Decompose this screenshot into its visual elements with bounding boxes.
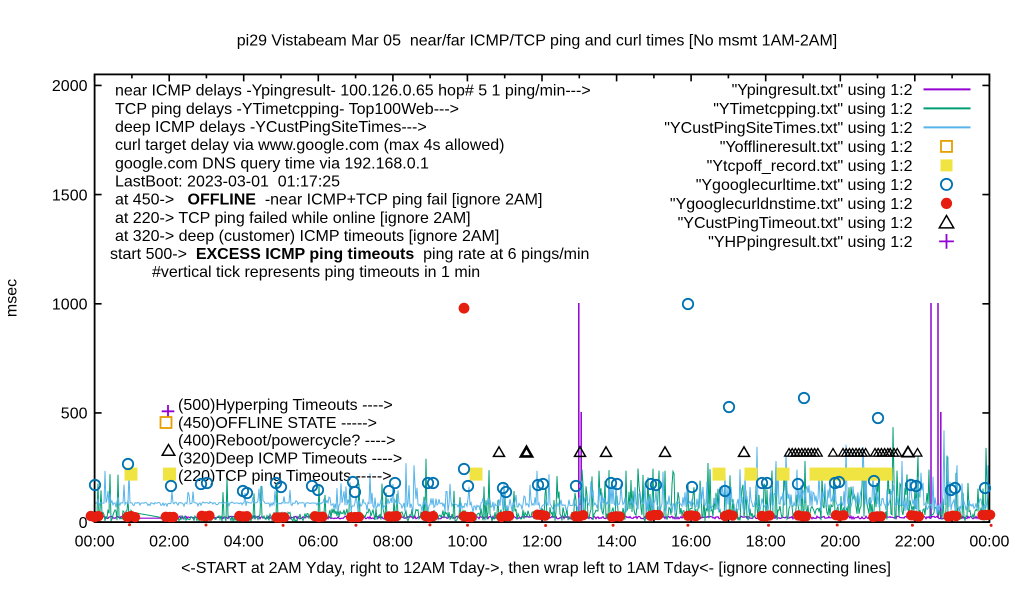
svg-text:near ICMP delays -Ypingresult-: near ICMP delays -Ypingresult- 100.126.0… xyxy=(115,83,591,100)
svg-text:"Ygooglecurltime.txt" using 1:: "Ygooglecurltime.txt" using 1:2 xyxy=(696,177,913,194)
svg-text:(220)TCP ping Timeouts ----->: (220)TCP ping Timeouts -----> xyxy=(178,468,392,485)
svg-text:at 320-> deep (customer) ICMP: at 320-> deep (customer) ICMP timeouts [… xyxy=(115,228,499,245)
svg-text:google.com DNS query time via: google.com DNS query time via 192.168.0.… xyxy=(115,155,429,172)
svg-text:"YCustPingSiteTimes.txt" using: "YCustPingSiteTimes.txt" using 1:2 xyxy=(664,120,912,137)
svg-text:"YTimetcpping.txt" using 1:2: "YTimetcpping.txt" using 1:2 xyxy=(713,101,912,118)
svg-text:start 500-> EXCESS ICMP ping: start 500-> EXCESS ICMP ping timeouts pi… xyxy=(110,246,589,263)
svg-text:"YCustPingTimeout.txt" using 1: "YCustPingTimeout.txt" using 1:2 xyxy=(678,215,913,232)
svg-text:00:00: 00:00 xyxy=(969,534,1009,551)
svg-text:22:00: 22:00 xyxy=(895,534,935,551)
svg-text:1500: 1500 xyxy=(52,187,88,204)
svg-text:TCP ping delays -YTimetcpping-: TCP ping delays -YTimetcpping- Top100Web… xyxy=(115,101,459,118)
svg-text:"Ypingresult.txt" using 1:2: "Ypingresult.txt" using 1:2 xyxy=(732,82,913,99)
svg-text:at 220-> TCP ping failed while: at 220-> TCP ping failed while online [i… xyxy=(115,210,471,227)
svg-text:0: 0 xyxy=(79,515,88,532)
svg-text:12:00: 12:00 xyxy=(522,534,562,551)
svg-text:20:00: 20:00 xyxy=(820,534,860,551)
svg-text:08:00: 08:00 xyxy=(373,534,413,551)
svg-text:18:00: 18:00 xyxy=(746,534,786,551)
svg-text:500: 500 xyxy=(61,406,88,423)
svg-text:#vertical tick represents ping: #vertical tick represents ping timeouts … xyxy=(152,264,480,281)
svg-text:deep ICMP delays -YCustPingSit: deep ICMP delays -YCustPingSiteTimes---> xyxy=(115,119,427,136)
svg-text:(500)Hyperping Timeouts ---->: (500)Hyperping Timeouts ----> xyxy=(178,397,393,414)
svg-text:16:00: 16:00 xyxy=(671,534,711,551)
svg-text:(400)Reboot/powercycle? ---->: (400)Reboot/powercycle? ----> xyxy=(178,433,395,450)
svg-text:00:00: 00:00 xyxy=(75,534,115,551)
svg-text:curl target delay via www.goog: curl target delay via www.google.com (ma… xyxy=(115,137,505,154)
svg-text:LastBoot: 2023-03-01 01:17:25: LastBoot: 2023-03-01 01:17:25 xyxy=(115,173,340,190)
svg-text:1000: 1000 xyxy=(52,296,88,313)
svg-text:10:00: 10:00 xyxy=(447,534,487,551)
svg-text:2000: 2000 xyxy=(52,78,88,95)
svg-text:pi29 Vistabeam Mar 05 near/fa: pi29 Vistabeam Mar 05 near/far ICMP/TCP … xyxy=(237,33,838,50)
svg-text:06:00: 06:00 xyxy=(298,534,338,551)
svg-text:"Ytcpoff_record.txt" using 1:2: "Ytcpoff_record.txt" using 1:2 xyxy=(707,158,913,175)
svg-text:(450)OFFLINE STATE ----->: (450)OFFLINE STATE -----> xyxy=(178,415,377,432)
svg-text:"Yofflineresult.txt" using 1:2: "Yofflineresult.txt" using 1:2 xyxy=(720,139,913,156)
svg-text:02:00: 02:00 xyxy=(149,534,189,551)
svg-text:14:00: 14:00 xyxy=(597,534,637,551)
svg-text:at 450-> OFFLINE -near ICMP: at 450-> OFFLINE -near ICMP+TCP ping fai… xyxy=(115,192,542,209)
svg-text:"Ygooglecurldnstime.txt" using: "Ygooglecurldnstime.txt" using 1:2 xyxy=(670,196,913,213)
svg-text:msec: msec xyxy=(4,279,21,317)
svg-text:(320)Deep ICMP Timeouts ---->: (320)Deep ICMP Timeouts ----> xyxy=(178,450,402,467)
svg-text:"YHPpingresult.txt" using 1:2: "YHPpingresult.txt" using 1:2 xyxy=(708,234,912,251)
svg-text:<-START at 2AM Yday, right to: <-START at 2AM Yday, right to 12AM Tday-… xyxy=(181,560,891,577)
svg-text:04:00: 04:00 xyxy=(224,534,264,551)
